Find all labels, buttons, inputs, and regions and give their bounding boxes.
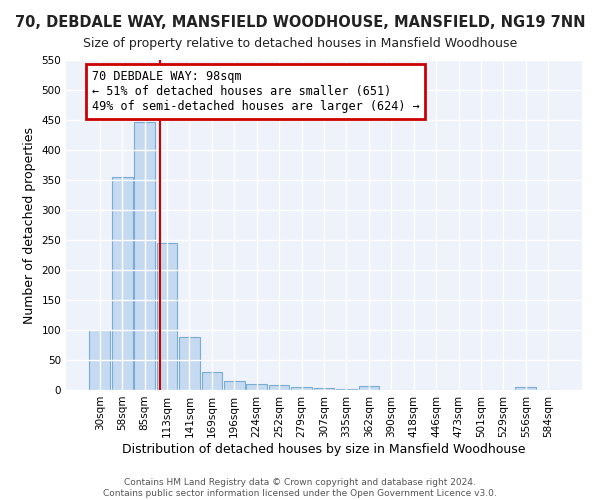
Bar: [336, 389, 357, 390]
Bar: [134, 122, 155, 390]
Bar: [112, 177, 133, 390]
Bar: [359, 386, 379, 390]
Bar: [269, 385, 289, 390]
Bar: [179, 337, 200, 390]
Bar: [224, 381, 245, 390]
Y-axis label: Number of detached properties: Number of detached properties: [23, 126, 36, 324]
Text: 70, DEBDALE WAY, MANSFIELD WOODHOUSE, MANSFIELD, NG19 7NN: 70, DEBDALE WAY, MANSFIELD WOODHOUSE, MA…: [15, 15, 585, 30]
Text: Size of property relative to detached houses in Mansfield Woodhouse: Size of property relative to detached ho…: [83, 38, 517, 51]
Text: 70 DEBDALE WAY: 98sqm
← 51% of detached houses are smaller (651)
49% of semi-det: 70 DEBDALE WAY: 98sqm ← 51% of detached …: [92, 70, 419, 113]
Bar: [89, 330, 110, 390]
Bar: [314, 388, 334, 390]
Bar: [291, 387, 312, 390]
Text: Contains HM Land Registry data © Crown copyright and database right 2024.
Contai: Contains HM Land Registry data © Crown c…: [103, 478, 497, 498]
Bar: [515, 387, 536, 390]
Bar: [247, 384, 267, 390]
Bar: [157, 243, 178, 390]
X-axis label: Distribution of detached houses by size in Mansfield Woodhouse: Distribution of detached houses by size …: [122, 442, 526, 456]
Bar: [202, 372, 222, 390]
